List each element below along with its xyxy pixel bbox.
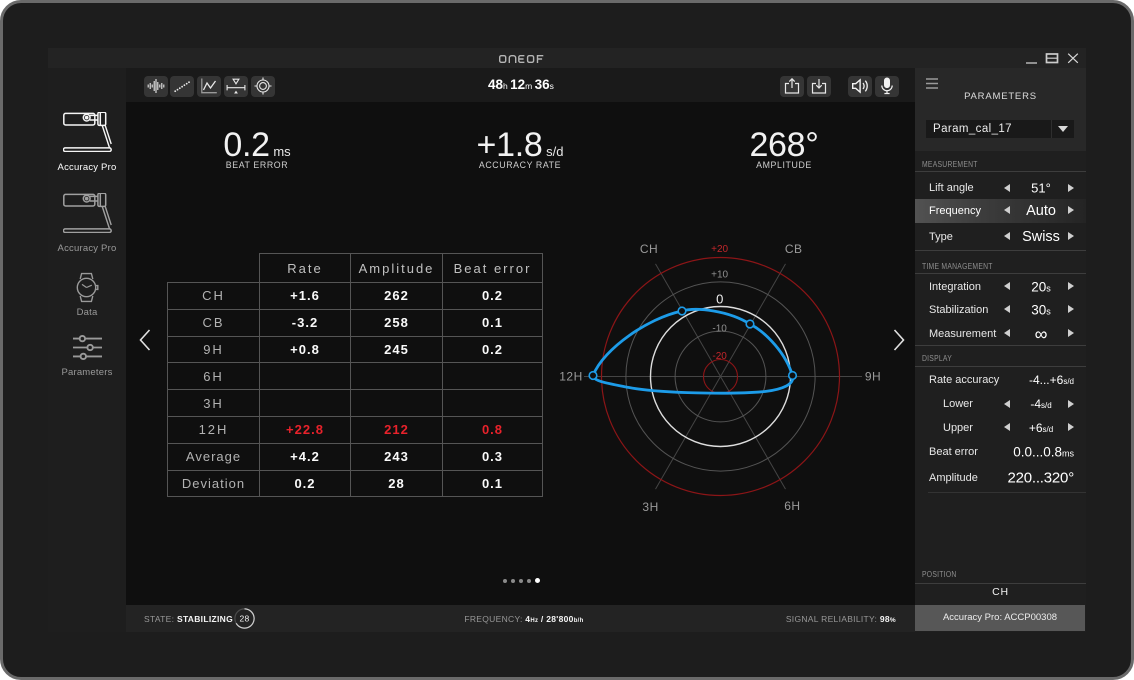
svg-text:+10: +10 bbox=[711, 270, 728, 281]
svg-text:+20: +20 bbox=[711, 244, 728, 255]
svg-text:CH: CH bbox=[640, 242, 658, 256]
svg-text:-20: -20 bbox=[712, 351, 727, 362]
svg-text:12H: 12H bbox=[559, 370, 583, 384]
svg-text:0: 0 bbox=[716, 292, 723, 307]
svg-text:6H: 6H bbox=[784, 499, 800, 513]
svg-text:9H: 9H bbox=[865, 370, 881, 384]
svg-text:CB: CB bbox=[785, 242, 803, 256]
svg-text:28: 28 bbox=[239, 614, 249, 624]
svg-text:-10: -10 bbox=[712, 323, 727, 334]
svg-text:3H: 3H bbox=[642, 500, 658, 514]
